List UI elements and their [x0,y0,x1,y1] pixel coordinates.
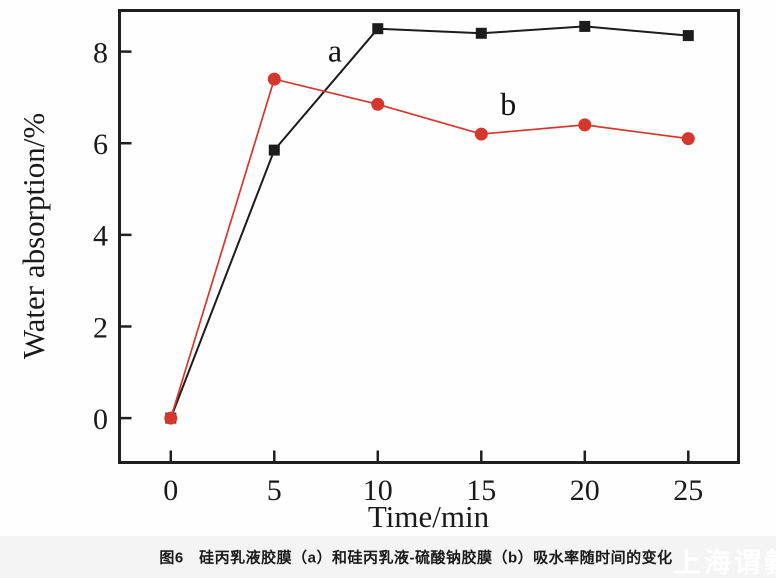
series-b-marker [371,97,385,111]
series-b-marker [164,411,178,425]
y-axis-title: Water absorption/% [16,113,51,359]
x-tick-label: 10 [363,474,393,507]
y-tick-label: 8 [93,36,108,69]
x-tick-label: 25 [673,474,703,507]
y-tick-label: 4 [93,220,108,253]
series-a-marker [372,23,384,35]
series-b-marker [267,72,281,86]
series-a-line [169,25,689,419]
series-b-line [169,78,689,419]
watermark: 上海谓義 [674,548,776,578]
series-b-marker [681,132,695,146]
series-b-marker [474,127,488,141]
series-label-b: b [500,86,516,122]
x-axis-title: Time/min [368,499,490,534]
series-a-marker [268,144,280,156]
line-chart: 0 5 10 15 20 25 0 2 4 6 8 Time/min Water absorption/… [16,9,740,534]
series-b-marker [578,118,592,132]
series-a-marker [579,20,591,32]
y-tick-label: 2 [93,311,108,344]
series-a-marker [475,27,487,39]
y-tick-label: 0 [93,403,108,436]
x-tick-label: 15 [466,474,496,507]
x-tick-label: 0 [163,474,178,507]
x-tick-label: 20 [570,474,600,507]
x-tick-label: 5 [267,474,282,507]
series-label-a: a [328,33,342,69]
plot-border [118,9,740,464]
caption-bar: 图6 硅丙乳液胶膜（a）和硅丙乳液-硫酸钠胶膜（b）吸水率随时间的变化 上海谓義 [0,536,776,578]
series-a-marker [682,30,694,42]
figure-caption: 图6 硅丙乳液胶膜（a）和硅丙乳液-硫酸钠胶膜（b）吸水率随时间的变化 [159,549,673,567]
y-tick-label: 6 [93,128,108,161]
